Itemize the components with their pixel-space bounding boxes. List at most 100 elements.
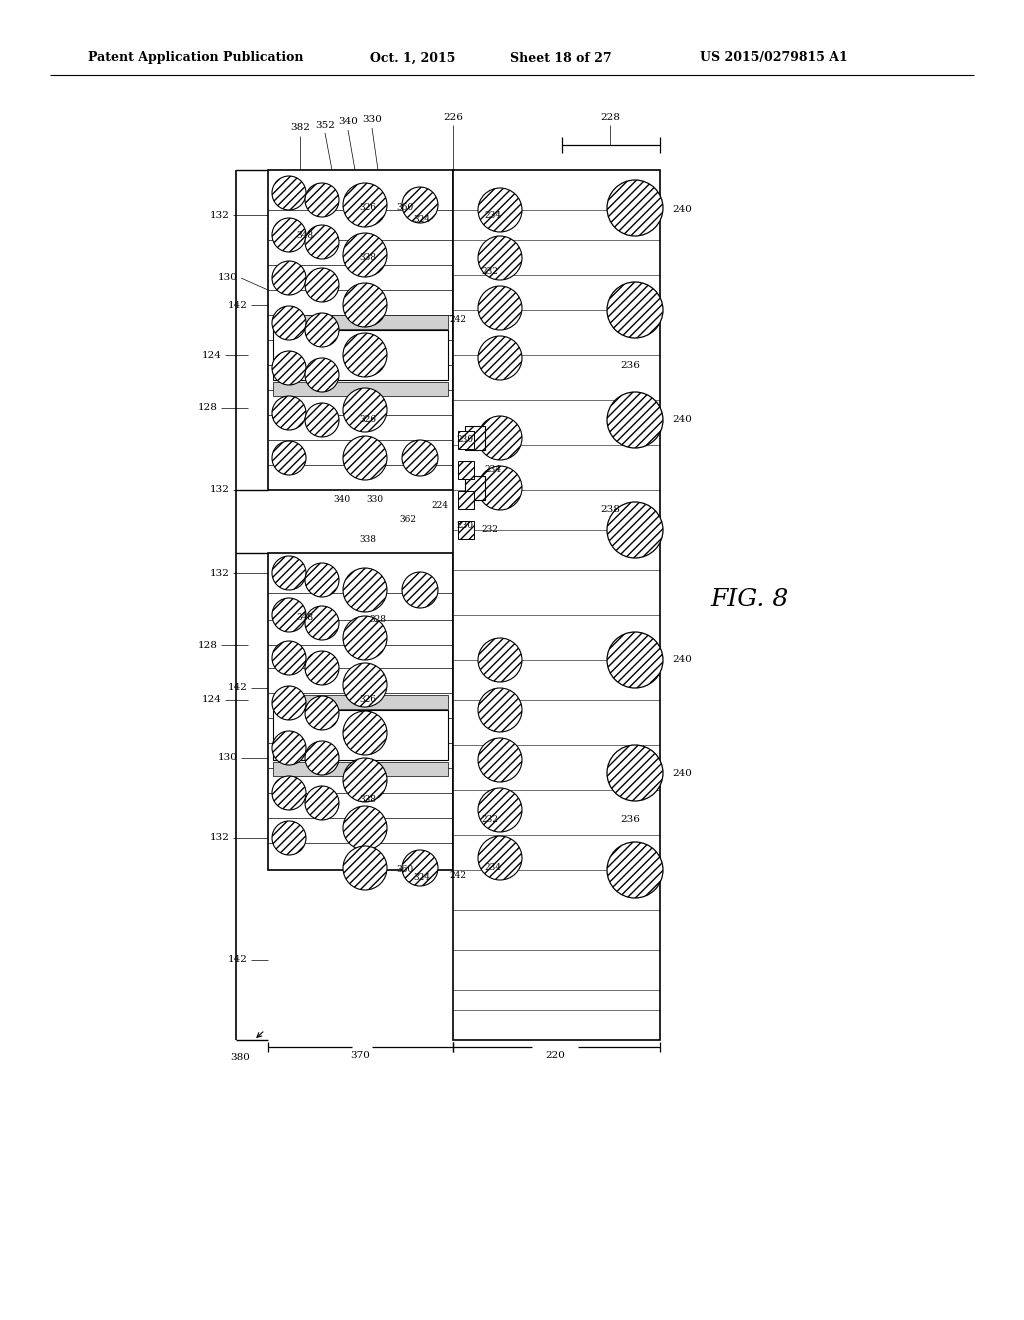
Circle shape bbox=[343, 663, 387, 708]
Text: 338: 338 bbox=[359, 536, 377, 544]
Circle shape bbox=[343, 711, 387, 755]
Circle shape bbox=[343, 846, 387, 890]
Bar bbox=[273, 381, 449, 396]
Circle shape bbox=[402, 572, 438, 609]
Circle shape bbox=[607, 632, 663, 688]
Circle shape bbox=[272, 598, 306, 632]
Circle shape bbox=[402, 187, 438, 223]
Circle shape bbox=[305, 651, 339, 685]
Text: 130: 130 bbox=[218, 754, 238, 763]
Text: Sheet 18 of 27: Sheet 18 of 27 bbox=[510, 51, 611, 65]
Text: 360: 360 bbox=[396, 203, 414, 213]
Text: 240: 240 bbox=[672, 768, 692, 777]
Circle shape bbox=[478, 466, 522, 510]
Text: 370: 370 bbox=[350, 1051, 370, 1060]
Text: 240: 240 bbox=[672, 206, 692, 214]
Circle shape bbox=[343, 568, 387, 612]
Circle shape bbox=[343, 436, 387, 480]
Text: 348: 348 bbox=[296, 614, 313, 623]
Bar bbox=[273, 315, 449, 329]
Circle shape bbox=[305, 696, 339, 730]
Text: 232: 232 bbox=[481, 525, 499, 535]
Text: 324: 324 bbox=[414, 874, 430, 883]
Text: 340: 340 bbox=[334, 495, 350, 504]
Text: 348: 348 bbox=[296, 231, 313, 239]
Text: 142: 142 bbox=[228, 301, 248, 309]
Circle shape bbox=[305, 183, 339, 216]
Circle shape bbox=[305, 403, 339, 437]
Text: 236: 236 bbox=[620, 816, 640, 825]
Bar bbox=[458, 461, 474, 479]
Text: 328: 328 bbox=[370, 615, 386, 624]
Circle shape bbox=[305, 564, 339, 597]
Circle shape bbox=[305, 785, 339, 820]
Text: 338: 338 bbox=[359, 253, 377, 263]
Text: 230: 230 bbox=[457, 520, 473, 529]
Text: FIG. 8: FIG. 8 bbox=[711, 589, 790, 611]
Text: 240: 240 bbox=[672, 656, 692, 664]
Circle shape bbox=[478, 416, 522, 459]
Circle shape bbox=[305, 313, 339, 347]
Circle shape bbox=[402, 440, 438, 477]
Circle shape bbox=[272, 218, 306, 252]
Circle shape bbox=[343, 183, 387, 227]
Bar bbox=[273, 696, 449, 709]
Text: 236: 236 bbox=[620, 360, 640, 370]
Circle shape bbox=[343, 807, 387, 850]
Bar bbox=[465, 426, 485, 450]
Text: 234: 234 bbox=[484, 863, 502, 873]
Text: 228: 228 bbox=[600, 112, 620, 121]
Bar bbox=[458, 491, 474, 510]
Text: 234: 234 bbox=[484, 210, 502, 219]
Text: 224: 224 bbox=[431, 500, 449, 510]
Text: 132: 132 bbox=[210, 833, 230, 842]
Text: 124: 124 bbox=[202, 696, 222, 705]
Circle shape bbox=[607, 392, 663, 447]
Text: 230: 230 bbox=[457, 436, 473, 445]
Text: 352: 352 bbox=[315, 120, 335, 129]
Text: 232: 232 bbox=[481, 816, 499, 825]
Circle shape bbox=[305, 606, 339, 640]
Circle shape bbox=[272, 686, 306, 719]
Circle shape bbox=[478, 286, 522, 330]
Circle shape bbox=[343, 616, 387, 660]
Circle shape bbox=[343, 758, 387, 803]
Circle shape bbox=[272, 306, 306, 341]
Circle shape bbox=[607, 180, 663, 236]
Circle shape bbox=[272, 351, 306, 385]
Circle shape bbox=[305, 358, 339, 392]
Circle shape bbox=[343, 388, 387, 432]
Text: Oct. 1, 2015: Oct. 1, 2015 bbox=[370, 51, 456, 65]
Circle shape bbox=[272, 556, 306, 590]
Text: 380: 380 bbox=[230, 1053, 250, 1063]
Text: 360: 360 bbox=[396, 866, 414, 874]
Bar bbox=[458, 521, 474, 539]
Circle shape bbox=[478, 638, 522, 682]
Circle shape bbox=[607, 842, 663, 898]
Circle shape bbox=[272, 396, 306, 430]
Bar bbox=[273, 762, 449, 776]
Text: Patent Application Publication: Patent Application Publication bbox=[88, 51, 303, 65]
Text: 124: 124 bbox=[202, 351, 222, 359]
Text: 132: 132 bbox=[210, 210, 230, 219]
Circle shape bbox=[402, 850, 438, 886]
Text: 242: 242 bbox=[450, 870, 467, 879]
Text: 242: 242 bbox=[450, 315, 467, 325]
Text: 338: 338 bbox=[359, 796, 377, 804]
Circle shape bbox=[478, 337, 522, 380]
Circle shape bbox=[343, 282, 387, 327]
Bar bbox=[273, 710, 449, 760]
Circle shape bbox=[272, 261, 306, 294]
Circle shape bbox=[478, 688, 522, 733]
Circle shape bbox=[305, 224, 339, 259]
Text: 240: 240 bbox=[672, 416, 692, 425]
Circle shape bbox=[343, 333, 387, 378]
Text: 362: 362 bbox=[399, 516, 417, 524]
Text: 142: 142 bbox=[228, 956, 248, 965]
Circle shape bbox=[272, 821, 306, 855]
Text: 132: 132 bbox=[210, 569, 230, 578]
Text: 226: 226 bbox=[443, 112, 463, 121]
Text: 326: 326 bbox=[359, 203, 377, 213]
Text: 128: 128 bbox=[198, 640, 218, 649]
Circle shape bbox=[478, 236, 522, 280]
